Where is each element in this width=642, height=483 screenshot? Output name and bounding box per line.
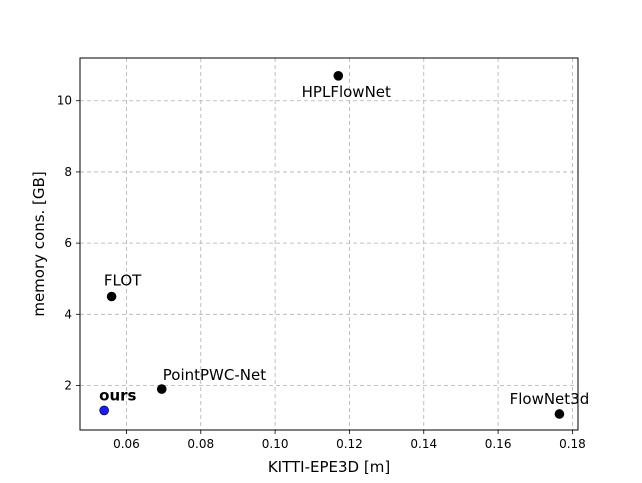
x-tick-label: 0.18 [559,437,586,451]
x-tick-label: 0.14 [410,437,437,451]
x-tick-label: 0.16 [485,437,512,451]
y-axis-label: memory cons. [GB] [30,171,48,316]
point-label: ours [99,386,136,404]
y-tick-label: 2 [64,379,72,393]
point-label: FLOT [104,272,142,290]
x-axis-label: KITTI-EPE3D [m] [268,458,390,476]
y-tick-label: 6 [64,236,72,250]
point-label: FlowNet3d [510,390,590,408]
y-tick-label: 10 [57,94,72,108]
data-point [156,384,167,394]
data-point [106,291,117,302]
data-point [333,70,344,81]
x-tick-label: 0.08 [187,437,214,451]
y-tick-label: 8 [64,165,72,179]
x-tick-label: 0.12 [336,437,363,451]
point-label: HPLFlowNet [302,83,391,101]
grid [80,58,578,430]
y-tick-label: 4 [64,307,72,321]
axis-ticks: 0.06 0.08 0.10 0.12 0.14 0.16 0.18 2 4 6 8 10 [57,94,586,451]
plot-frame [79,57,579,431]
point-label: PointPWC-Net [163,366,266,384]
data-point [99,405,109,416]
x-tick-label: 0.06 [113,437,140,451]
x-tick-label: 0.10 [262,437,289,451]
data-points: HPLFlowNet FLOT PointPWC-Net FlowNet3d ours [99,70,590,419]
data-point [554,409,565,419]
